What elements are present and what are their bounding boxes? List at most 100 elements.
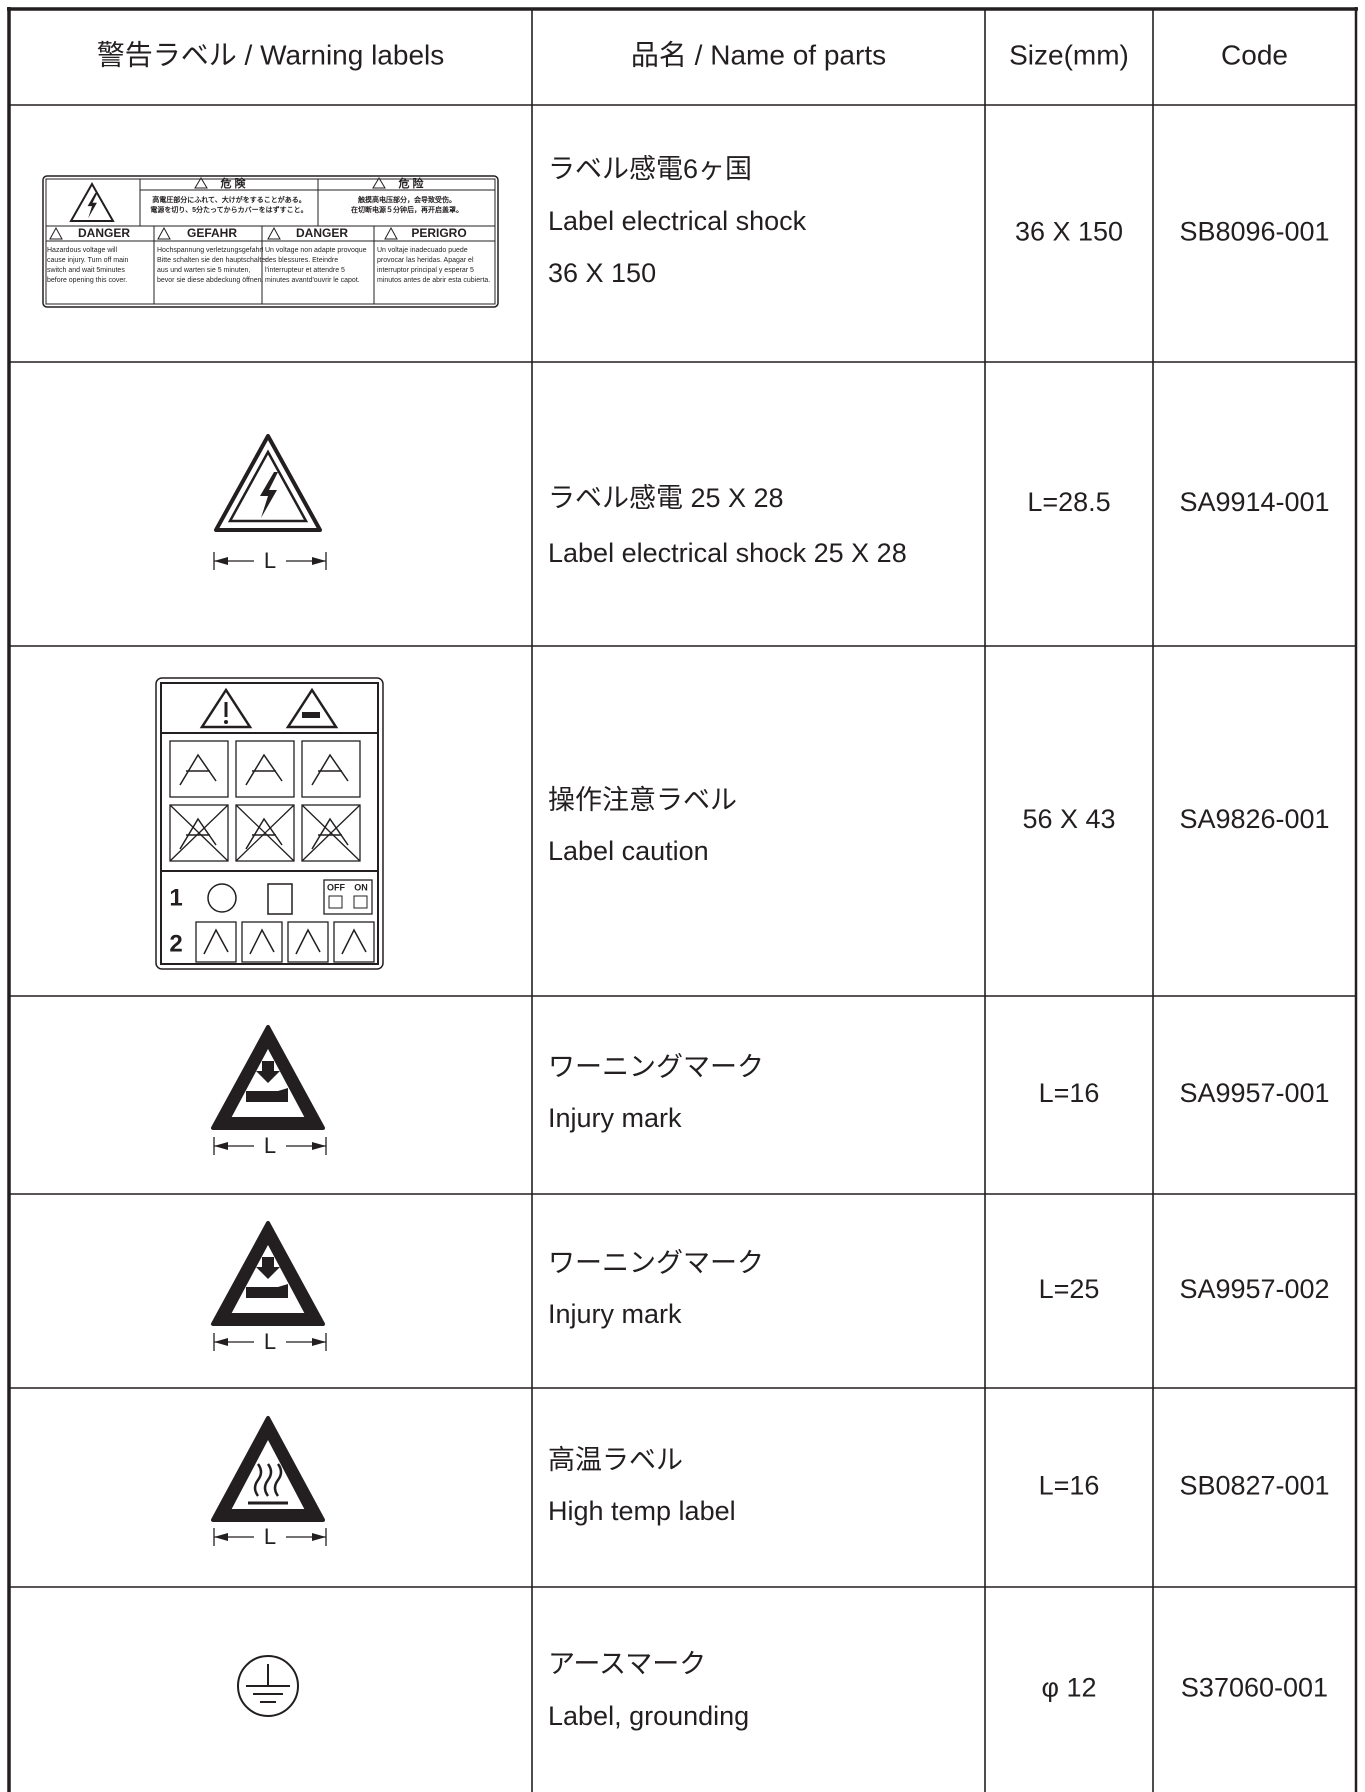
arrow-head: [312, 557, 326, 565]
switch-box: [267, 883, 293, 915]
pictogram-cross: [301, 804, 361, 862]
label-small-text: des blessures. Eteindre: [265, 257, 338, 264]
part-name: High temp label: [548, 1496, 736, 1526]
arrow-head: [214, 1142, 228, 1150]
hand: [246, 1284, 288, 1298]
header-cell: Code: [1221, 39, 1288, 70]
dimension-label: L: [264, 1329, 276, 1354]
part-name: 36 X 150: [548, 258, 656, 288]
label-small-text: l'interrupteur et attendre 5: [265, 267, 345, 274]
hand: [246, 1088, 288, 1102]
label-small-text: Hazardous voltage will: [47, 247, 117, 254]
header-cell: 品名 / Name of parts: [631, 39, 886, 70]
exclamation-dot: [224, 720, 228, 724]
pictogram-drawing: [311, 753, 349, 786]
label-heading: 危 険: [219, 176, 246, 190]
pictogram-cross: [169, 804, 229, 862]
switch-label: ON: [354, 882, 368, 892]
size: 56 X 43: [1022, 804, 1115, 834]
label-small-text: 高電圧部分にふれて、大けがをすることがある。: [152, 195, 305, 204]
code: SA9957-002: [1179, 1274, 1329, 1304]
part-name: Injury mark: [548, 1103, 682, 1133]
part-name: ラベル感電 25 X 28: [548, 483, 784, 513]
arrow-head: [214, 1338, 228, 1346]
code: SB0827-001: [1179, 1471, 1329, 1501]
pictogram: [235, 740, 295, 798]
label-small-text: Un voltaje inadecuado puede: [377, 247, 468, 254]
arrow-head: [312, 1533, 326, 1541]
pictogram: [301, 740, 361, 798]
lightning: [87, 192, 98, 219]
code: S37060-001: [1181, 1673, 1328, 1703]
arrow-down: [256, 1257, 280, 1279]
dimension-label: L: [264, 1524, 276, 1549]
code: SA9914-001: [1179, 487, 1329, 517]
arrow-head: [214, 1533, 228, 1541]
label-small-text: Hochspannung verletzungsgefahr!: [157, 247, 264, 254]
label-small-text: switch and wait 5minutes: [47, 267, 125, 274]
label-heading: 危 险: [397, 176, 424, 190]
pictogram-cross: [235, 804, 295, 862]
switch-knob: [207, 883, 237, 913]
label-small-text: 在切断电源５分钟后，再开启盖罩。: [351, 205, 463, 214]
size: L=16: [1039, 1471, 1100, 1501]
label-small-text: interruptor principal y esperar 5: [377, 267, 474, 274]
triangle: [384, 226, 398, 240]
dimension-gap: [254, 1330, 286, 1354]
part-name: ワーニングマーク: [548, 1248, 764, 1278]
pictogram: [287, 921, 329, 963]
part-name: ワーニングマーク: [548, 1052, 764, 1082]
triangle: [285, 687, 339, 729]
triangle-inner: [231, 1440, 305, 1509]
triangle: [372, 177, 386, 189]
step-number: 2: [169, 930, 182, 957]
label-small-text: provocar las heridas. Apagar el: [377, 257, 474, 264]
label-heading: DANGER: [78, 226, 130, 240]
arrow-down: [256, 1061, 280, 1083]
part-name: 高温ラベル: [548, 1445, 683, 1475]
size: φ 12: [1041, 1673, 1096, 1703]
part-name: Label electrical shock 25 X 28: [548, 538, 907, 568]
label-heading: DANGER: [296, 226, 348, 240]
code: SA9957-001: [1179, 1078, 1329, 1108]
heat-wave: [273, 1463, 283, 1497]
pictogram-drawing: [179, 753, 217, 786]
pictogram-drawing: [245, 753, 283, 786]
label-heading: GEFAHR: [187, 226, 237, 240]
switch-label: OFF: [327, 882, 345, 892]
label-small-text: minutes avantd'ouvrir le capot.: [265, 277, 360, 284]
dimension-gap: [254, 1134, 286, 1158]
pictogram-drawing: [203, 928, 229, 955]
dimension-label: L: [264, 548, 276, 573]
lightning: [260, 472, 278, 518]
triangle: [227, 449, 309, 523]
dimension-gap: [254, 549, 286, 573]
label-small-text: before opening this cover.: [47, 277, 127, 284]
part-name: ラベル感電6ヶ国: [548, 154, 752, 184]
part-name: Label, grounding: [548, 1701, 749, 1731]
code: SA9826-001: [1179, 804, 1329, 834]
triangle: [157, 226, 171, 240]
dimension-label: L: [264, 1133, 276, 1158]
label-heading: PERIGRO: [411, 226, 466, 240]
header-cell: 警告ラベル / Warning labels: [97, 39, 445, 70]
part-name: Label electrical shock: [548, 206, 807, 236]
label-small-text: minutos antes de abrir esta cubierta.: [377, 277, 490, 284]
arrow-head: [312, 1142, 326, 1150]
heat-wave: [253, 1463, 263, 1497]
heat-wave: [263, 1463, 273, 1497]
label-small-text: Un voltage non adapte provoque: [265, 247, 367, 254]
size: L=25: [1039, 1274, 1100, 1304]
label-small-text: cause injury. Turn off main: [47, 257, 129, 264]
pictogram: [169, 740, 229, 798]
hand-icon: [302, 712, 320, 718]
size: L=28.5: [1027, 487, 1110, 517]
size: 36 X 150: [1015, 217, 1123, 247]
code: SB8096-001: [1179, 217, 1329, 247]
arrow-head: [312, 1338, 326, 1346]
size: L=16: [1039, 1078, 1100, 1108]
label-small-text: 触摸高电压部分，会导致受伤。: [357, 195, 456, 204]
header-cell: Size(mm): [1009, 39, 1129, 70]
label-small-text: aus und warten sie 5 minuten,: [157, 267, 250, 274]
